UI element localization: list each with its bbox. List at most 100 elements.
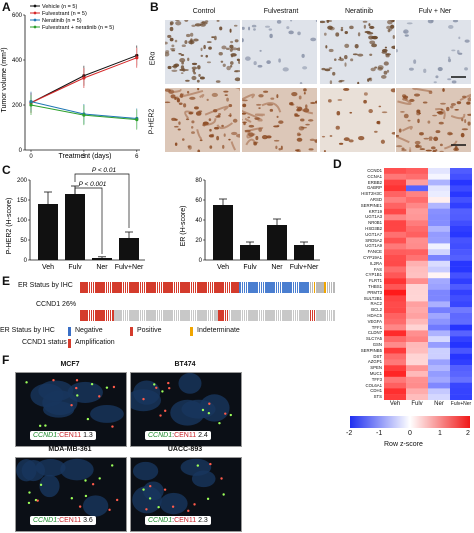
- track-cell: [86, 310, 89, 321]
- track-cell: [281, 310, 284, 321]
- track-cell: [122, 282, 125, 293]
- xlabel-a: Treatment (days): [58, 153, 111, 160]
- ihc-image-tile: [396, 20, 471, 84]
- heatmap-cell: [428, 272, 450, 279]
- track-cell: [188, 282, 191, 293]
- heatmap-cell: [384, 249, 406, 256]
- track-cell: [233, 310, 235, 321]
- xtick-c: Veh: [42, 264, 54, 271]
- heatmap-cell: [450, 376, 472, 383]
- heatmap-cell: [450, 336, 472, 343]
- track-cell: [177, 282, 180, 293]
- ytick-c: 0: [199, 258, 203, 264]
- track-cell: [162, 282, 165, 293]
- track-cell: [309, 282, 312, 293]
- heatmap-col-labels: Veh Fulv Ner Fulv+Ner: [384, 401, 472, 411]
- legend-a-item: Neratinib (n = 5): [42, 18, 82, 24]
- zscore-label: Row z-score: [384, 441, 423, 448]
- track-cell: [296, 310, 299, 321]
- heatmap-cell: [406, 168, 428, 174]
- track-cell: [332, 310, 335, 321]
- heatmap-cell: [384, 318, 406, 325]
- heatmap-cell: [384, 289, 406, 296]
- heatmap-cell: [428, 365, 450, 372]
- track-cell: [175, 310, 178, 321]
- track-cell: [152, 310, 154, 321]
- heatmap-cell: [384, 394, 406, 400]
- track-cell: [97, 282, 99, 293]
- heatmap-cell: [384, 197, 406, 203]
- heatmap-cell: [428, 359, 450, 366]
- heatmap-gene-label: SULT2B1: [363, 295, 382, 301]
- track-cell: [145, 310, 148, 321]
- heatmap-cell: [450, 284, 472, 290]
- track-cell: [92, 282, 95, 293]
- track-cell: [273, 282, 276, 293]
- heatmap-cell: [384, 330, 406, 337]
- heatmap-cell: [384, 173, 406, 180]
- track-cell: [288, 282, 290, 293]
- track-cell: [150, 282, 152, 293]
- bar-c: [119, 238, 139, 260]
- heatmap-gene-label: HDAC5: [367, 313, 382, 318]
- heatmap-cell: [428, 168, 450, 174]
- track-cell: [99, 310, 101, 321]
- heatmap-gene-label: HSD3B2: [365, 226, 382, 231]
- ytick-c: 0: [24, 258, 28, 264]
- track-cell: [90, 282, 93, 293]
- point-a: [135, 56, 139, 60]
- ihc-image-tile: [320, 20, 395, 84]
- heatmap-cell: [450, 214, 472, 221]
- heatmap-cell: [428, 278, 450, 285]
- track-cell: [230, 310, 233, 321]
- track-cell: [260, 310, 263, 321]
- track-cell: [167, 282, 169, 293]
- track-cell: [143, 310, 146, 321]
- track-cell: [179, 282, 182, 293]
- heatmap-cell: [450, 307, 472, 314]
- track-cell: [247, 282, 250, 293]
- bar-c: [240, 245, 260, 260]
- heatmap-gene-label: CYP1B1: [365, 272, 382, 278]
- heatmap-cell: [406, 359, 428, 366]
- track-cell: [92, 310, 95, 321]
- ihc-image-grid: [160, 20, 474, 160]
- track-cell: [211, 310, 214, 321]
- track-cell: [218, 282, 220, 293]
- track-cell: [167, 310, 169, 321]
- track-cell: [201, 310, 203, 321]
- track-cell: [133, 282, 135, 293]
- xtick-c: Fulv+Ner: [115, 264, 144, 271]
- panel-label-d: D: [333, 157, 342, 171]
- track-cell: [173, 282, 176, 293]
- heatmap-cell: [406, 249, 428, 256]
- heatmap-gene-label: GSN: [372, 342, 382, 347]
- ihc-image-tile: [396, 88, 471, 152]
- heatmap-cell: [406, 179, 428, 186]
- heatmap-cell: [384, 359, 406, 366]
- track-cell: [94, 310, 97, 321]
- heatmap-cell: [406, 376, 428, 383]
- track-cell: [131, 310, 133, 321]
- zscore-color-scale: [350, 416, 470, 428]
- heatmap-cell: [406, 289, 428, 296]
- heatmap-cell: [384, 365, 406, 372]
- heatmap-cell: [428, 185, 450, 192]
- heatmap-cell: [406, 226, 428, 232]
- heatmap-cell: [450, 168, 472, 174]
- track-cell: [243, 282, 246, 293]
- track-cell: [190, 310, 193, 321]
- heatmap-cell: [406, 185, 428, 192]
- heatmap-gene-label: STS: [373, 394, 382, 400]
- hm-col-ner: Ner: [434, 401, 444, 407]
- heatmap-cell: [450, 179, 472, 186]
- heatmap-cell: [384, 237, 406, 244]
- track-cell: [86, 282, 89, 293]
- heatmap-cell: [406, 243, 428, 250]
- heatmap-cell: [384, 382, 406, 389]
- track-cell: [250, 310, 252, 321]
- heatmap-gene-label: SERPINE1: [360, 202, 382, 208]
- heatmap-cell: [428, 197, 450, 203]
- col-control: Control: [192, 8, 216, 15]
- heatmap-gene-label: ARSD: [370, 197, 382, 202]
